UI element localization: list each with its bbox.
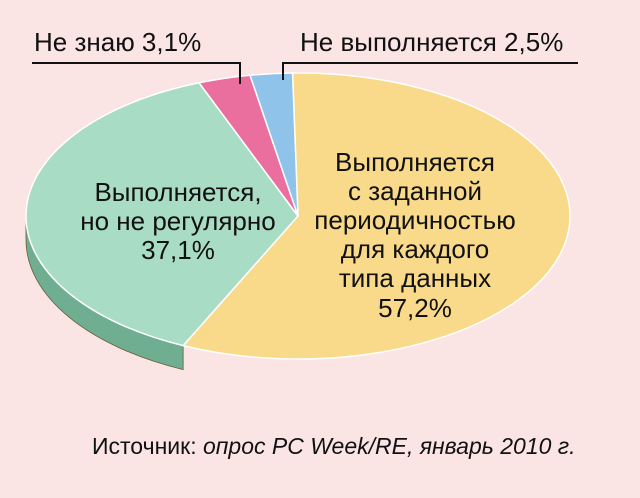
label-main-line-4: для каждого: [340, 234, 490, 265]
label-irregular-line-1: Выполняется,: [94, 177, 262, 207]
source-prefix: Источник:: [92, 433, 203, 459]
source-note: Источник: опрос PC Week/RE, январь 2010 …: [92, 433, 576, 460]
label-main-line-3: периодичностью: [314, 205, 516, 236]
label-main-slice: Выполняется с заданной периодичностью дл…: [300, 147, 530, 323]
label-main-line-5: типа данных: [338, 263, 492, 294]
label-main-value: 57,2%: [378, 292, 452, 323]
label-dont-know: Не знаю 3,1%: [34, 27, 202, 57]
label-irregular-line-2: но не регулярно: [80, 206, 276, 237]
pie-slice-1: [25, 81, 299, 347]
leader-not-done: [282, 62, 578, 80]
source-text: опрос PC Week/RE, январь 2010 г.: [202, 433, 576, 459]
label-irregular-value: 37,1%: [141, 235, 215, 266]
label-irregular-slice: Выполняется, но не регулярно 37,1%: [68, 177, 288, 266]
label-main-line-1: Выполняется: [335, 147, 495, 177]
label-main-line-2: с заданной: [348, 176, 482, 207]
pie-slice-0: [181, 72, 571, 360]
label-not-done: Не выполняется 2,5%: [300, 27, 564, 57]
pie-slice-3: [249, 72, 299, 217]
leader-dont-know: [32, 62, 241, 84]
